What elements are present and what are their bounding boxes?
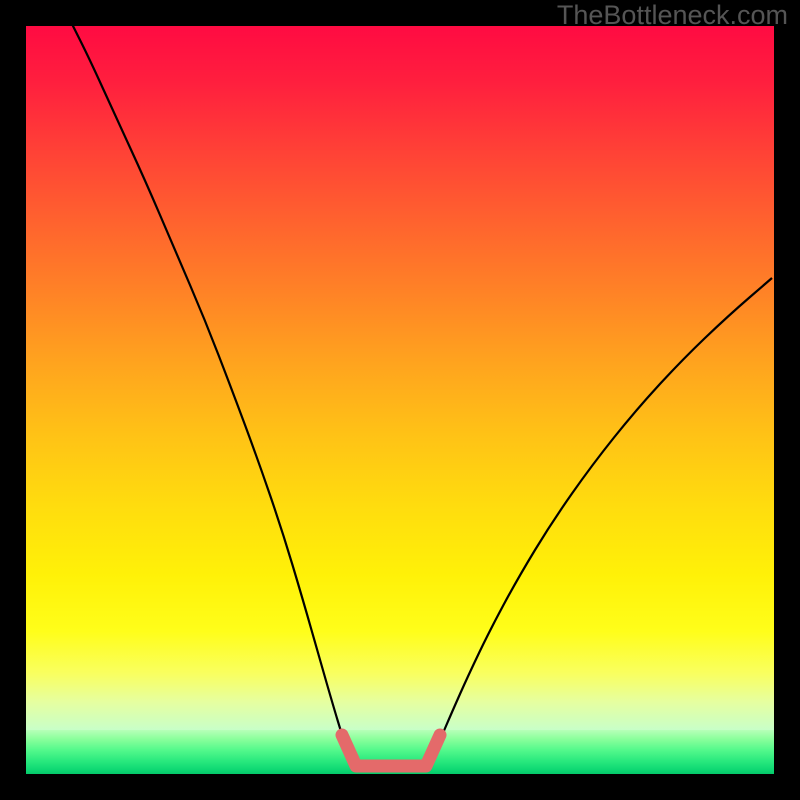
watermark-text: TheBottleneck.com (557, 0, 788, 31)
plot-gradient-baseline (26, 730, 774, 774)
chart-stage: TheBottleneck.com (0, 0, 800, 800)
plot-gradient-main (26, 26, 774, 730)
